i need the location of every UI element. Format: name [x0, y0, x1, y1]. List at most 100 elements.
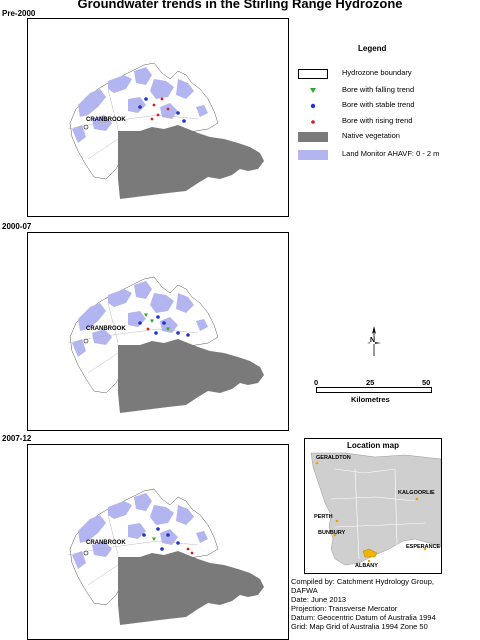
- ahavf-area: [78, 303, 106, 331]
- bore-stable-trend: [156, 527, 160, 531]
- town-albany: ALBANY: [355, 563, 378, 569]
- ahavf-area: [72, 125, 86, 143]
- bore-stable-trend: [182, 119, 186, 123]
- legend-item-rising: Bore with rising trend: [296, 115, 466, 127]
- bore-stable-trend: [154, 331, 158, 335]
- ahavf-area: [160, 529, 178, 545]
- red-dot-icon: [311, 120, 315, 124]
- map-panel-pre-2000[interactable]: CRANBROOK: [27, 18, 289, 217]
- bore-rising-trend: [156, 113, 160, 117]
- bore-falling-trend: [152, 537, 156, 541]
- scale-unit: Kilometres: [351, 395, 390, 404]
- ahavf-area: [196, 319, 208, 331]
- ahavf-area: [108, 75, 132, 93]
- bore-rising-trend: [152, 103, 156, 107]
- town-bunbury: BUNBURY: [318, 530, 346, 536]
- ahavf-area: [134, 493, 152, 511]
- town-label-cranbrook: CRANBROOK: [86, 117, 126, 123]
- bore-rising-trend: [186, 547, 190, 551]
- town-marker: [83, 124, 89, 130]
- hydrozone-map: [67, 488, 264, 625]
- town-kalgoorlie: KALGOORLIE: [398, 490, 435, 496]
- outline-box-icon: [298, 69, 328, 79]
- location-map-title: Location map: [346, 441, 399, 450]
- bore-stable-trend: [138, 321, 142, 325]
- ahavf-area: [196, 531, 208, 543]
- bore-rising-trend: [160, 97, 164, 101]
- bore-stable-trend: [176, 331, 180, 335]
- town-label-cranbrook: CRANBROOK: [86, 326, 126, 332]
- legend-item-falling: Bore with falling trend: [296, 84, 466, 96]
- legend-item-hydrozone-boundary: Hydrozone boundary: [296, 67, 466, 79]
- road-lines: [67, 88, 199, 160]
- ahavf-area: [108, 289, 132, 307]
- panel-label-pre-2000: Pre-2000: [2, 9, 36, 18]
- bore-stable-trend: [176, 541, 180, 545]
- native-vegetation-area: [118, 125, 264, 199]
- bore-stable-trend: [142, 533, 146, 537]
- bore-rising-trend: [190, 551, 194, 555]
- legend: Legend Hydrozone boundary Bore with fall…: [296, 44, 466, 174]
- bore-stable-trend: [162, 321, 166, 325]
- bore-stable-trend: [156, 315, 160, 319]
- ahavf-area: [150, 505, 174, 525]
- legend-title: Legend: [358, 44, 387, 53]
- town-marker: [83, 550, 89, 556]
- ahavf-area: [92, 115, 112, 131]
- ahavf-area: [150, 293, 174, 313]
- town-geraldton: GERALDTON: [316, 455, 351, 461]
- map-metadata: Compiled by: Catchment Hydrology Group, …: [291, 577, 436, 631]
- bore-rising-trend: [166, 107, 170, 111]
- bore-stable-trend: [160, 547, 164, 551]
- ahavf-area: [72, 339, 86, 357]
- town-marker: [83, 338, 89, 344]
- ahavf-area: [134, 281, 152, 299]
- grey-box-icon: [298, 132, 328, 142]
- north-label: N: [370, 337, 376, 344]
- bore-stable-trend: [176, 111, 180, 115]
- hydrozone-map: [67, 62, 264, 199]
- native-vegetation-area: [118, 339, 264, 413]
- lavender-box-icon: [298, 150, 328, 160]
- bore-falling-trend: [144, 313, 148, 317]
- ahavf-area: [176, 79, 194, 99]
- legend-item-land-monitor: Land Monitor AHAVF: 0 - 2 m: [296, 148, 466, 160]
- location-map[interactable]: Location map GERALDTON KALGOORLIE PERTH …: [304, 438, 442, 574]
- ahavf-area: [196, 105, 208, 117]
- wa-southwest-map: [310, 452, 441, 566]
- ahavf-area: [160, 317, 178, 333]
- map-panel-2000-07[interactable]: CRANBROOK: [27, 232, 289, 431]
- bore-rising-trend: [150, 117, 154, 121]
- panel-label-2007-12: 2007-12: [2, 434, 32, 443]
- ahavf-area: [128, 523, 146, 539]
- bore-stable-trend: [138, 105, 142, 109]
- hydrozone-map: [67, 276, 264, 413]
- ahavf-area: [92, 541, 112, 557]
- road-lines: [67, 514, 199, 586]
- ahavf-area: [150, 79, 174, 99]
- ahavf-area: [78, 89, 106, 117]
- ahavf-area: [160, 103, 178, 119]
- ahavf-area: [78, 515, 106, 543]
- ahavf-area: [176, 505, 194, 525]
- panel-label-2000-07: 2000-07: [2, 222, 32, 231]
- town-label-cranbrook: CRANBROOK: [86, 540, 126, 546]
- legend-item-stable: Bore with stable trend: [296, 99, 466, 111]
- north-arrow: N: [364, 326, 384, 360]
- bore-falling-trend: [150, 319, 154, 323]
- native-vegetation-area: [118, 551, 264, 625]
- bore-falling-trend: [166, 327, 170, 331]
- legend-item-native-vegetation: Native vegetation: [296, 130, 466, 142]
- bore-stable-trend: [186, 333, 190, 337]
- town-perth: PERTH: [314, 514, 333, 520]
- blue-dot-icon: [310, 103, 316, 109]
- ahavf-area: [108, 501, 132, 519]
- road-lines: [67, 302, 199, 374]
- bore-rising-trend: [146, 327, 150, 331]
- ahavf-area: [176, 293, 194, 313]
- scale-bar-graphic: [316, 387, 432, 393]
- map-panel-2007-12[interactable]: CRANBROOK: [27, 444, 289, 640]
- scale-bar: 0 25 50 Kilometres: [314, 378, 432, 404]
- ahavf-area: [72, 551, 86, 569]
- bore-stable-trend: [166, 533, 170, 537]
